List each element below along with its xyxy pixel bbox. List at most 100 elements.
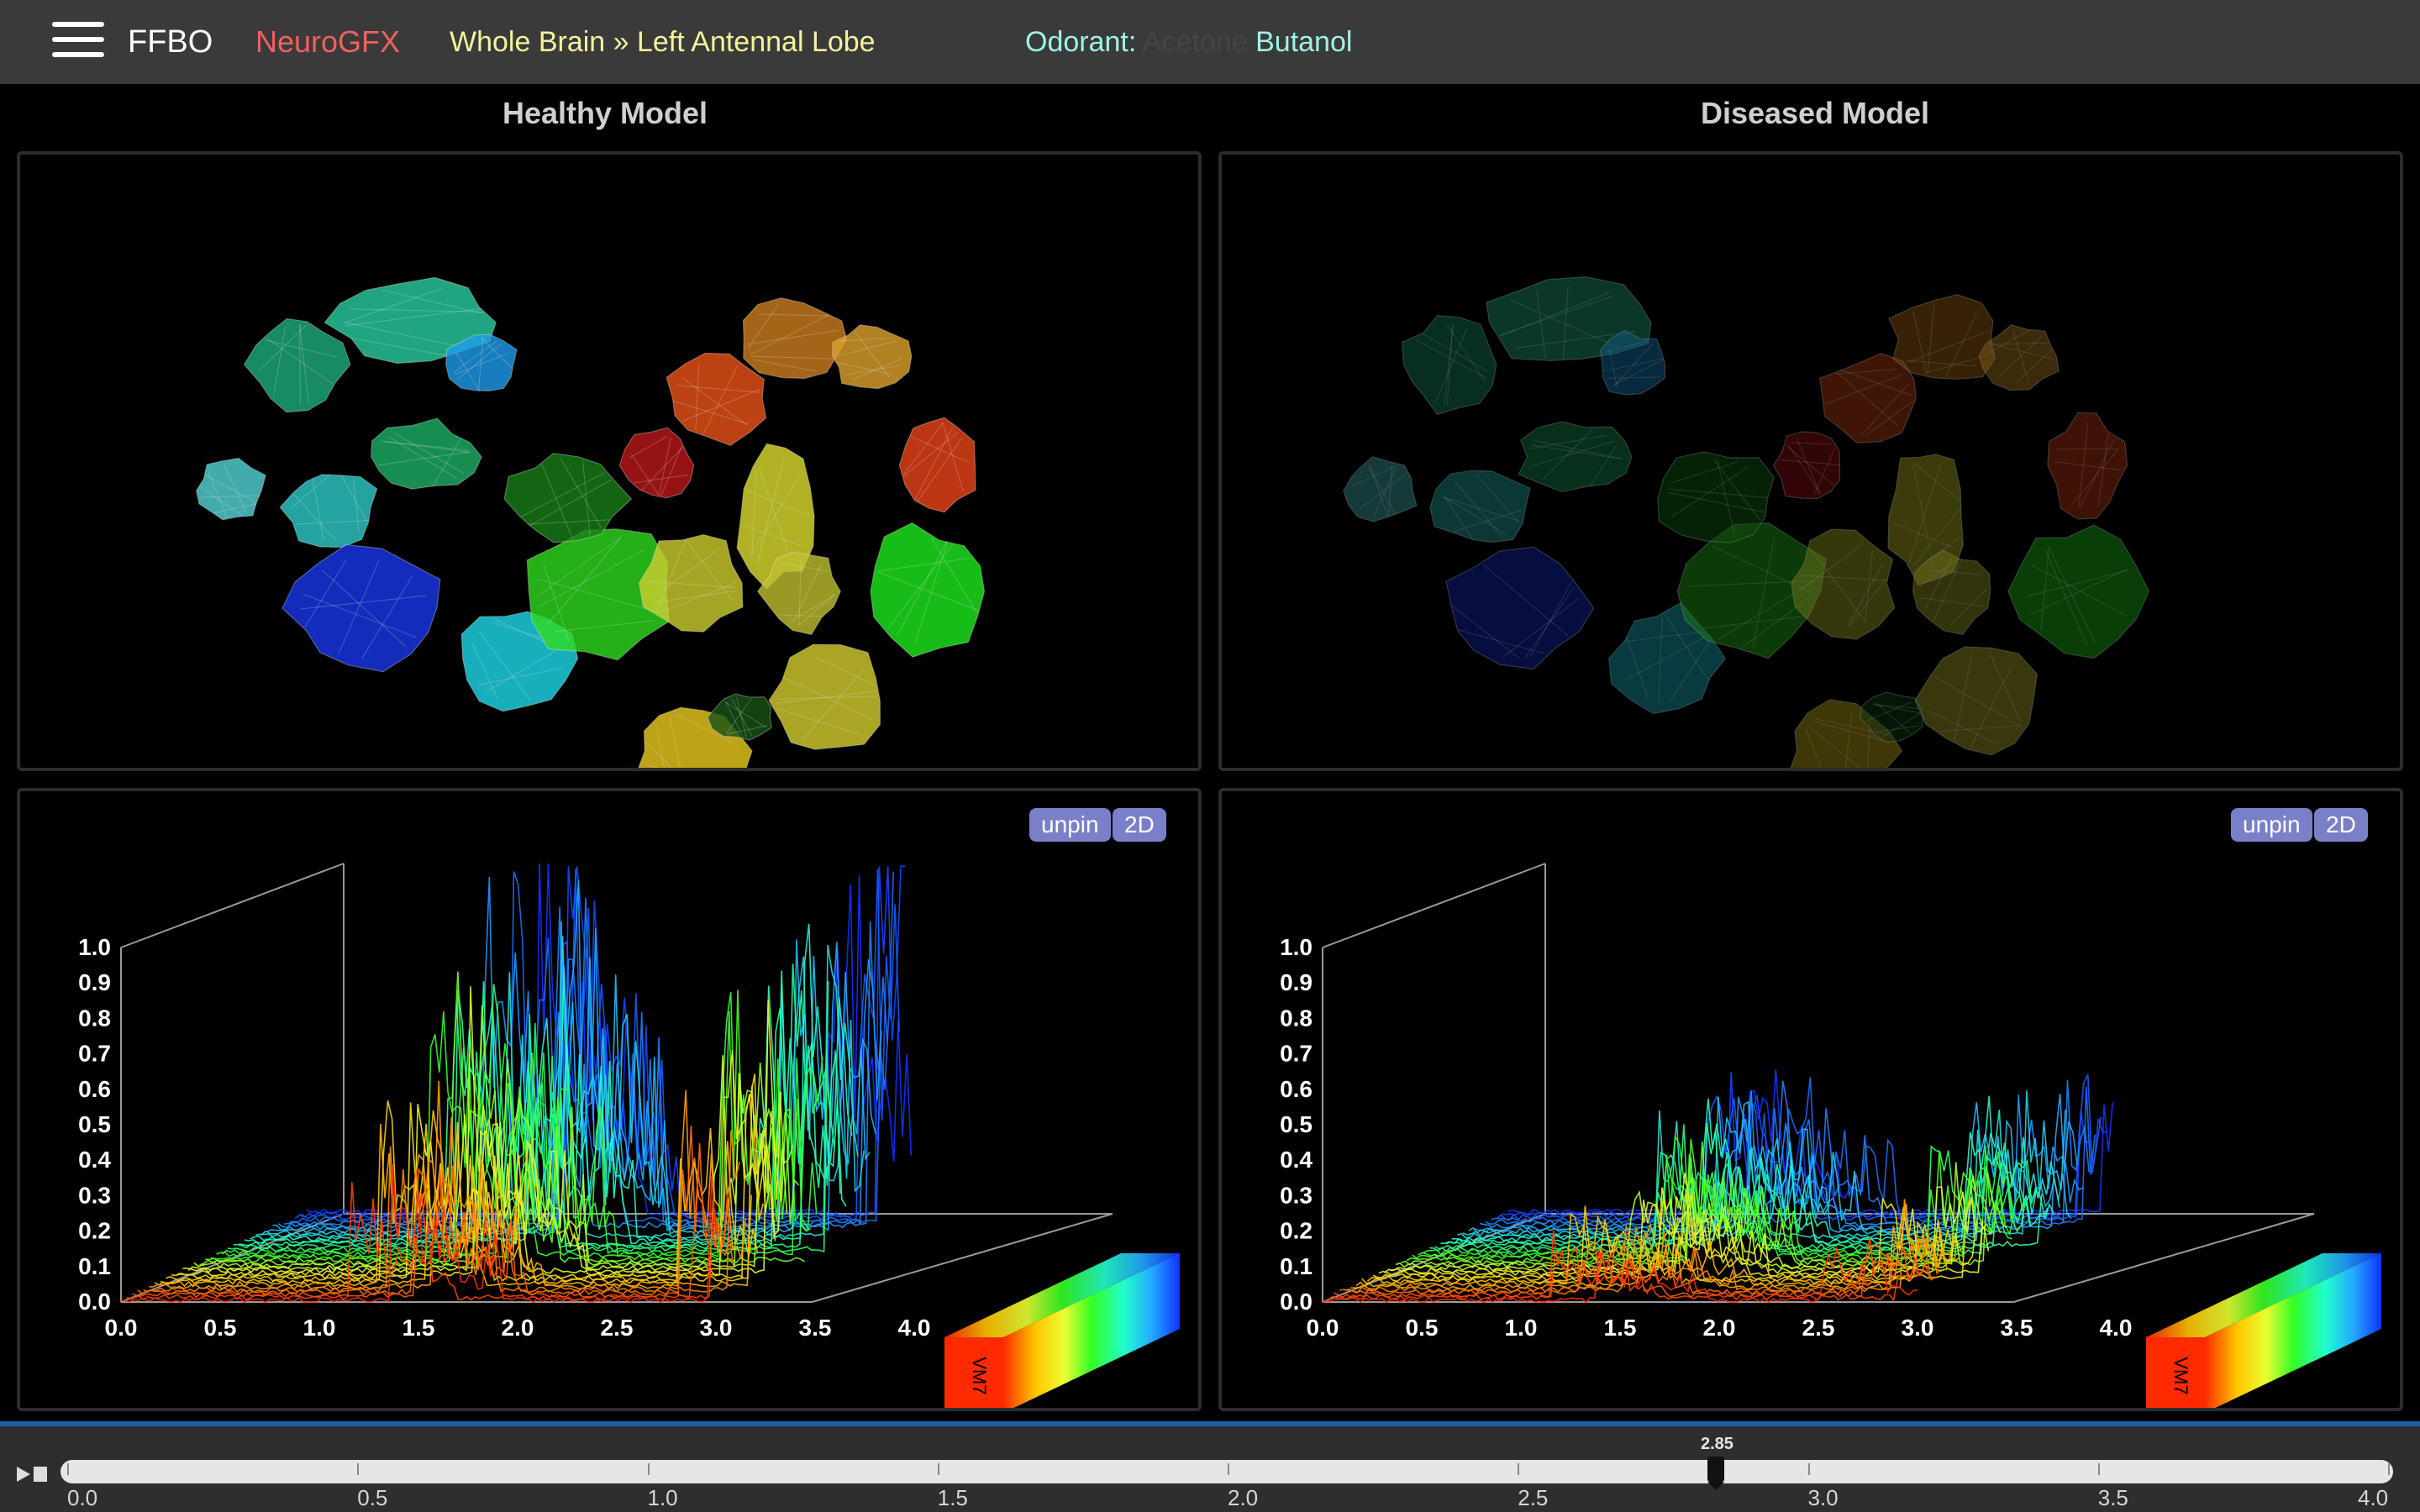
mesh-edge <box>1670 461 1738 484</box>
glomerulus-mesh <box>445 333 518 392</box>
mesh-edge <box>1515 331 1635 349</box>
x-tick-label: 3.0 <box>700 1315 733 1341</box>
timeline-tick <box>937 1463 939 1475</box>
mesh-edge <box>1800 575 1887 581</box>
mesh-edge <box>453 340 497 374</box>
antennal-lobe-3d-render[interactable] <box>1222 155 2403 771</box>
unpin-button[interactable]: unpin <box>1029 808 1111 842</box>
2d-view-button[interactable]: 2D <box>1113 808 1166 842</box>
mesh-edge <box>1716 458 1736 538</box>
mesh-edge <box>1502 598 1579 659</box>
mesh-edge <box>1668 488 1769 498</box>
x-tick-label: 3.0 <box>1902 1315 1934 1341</box>
diseased-response-plot[interactable]: 0.0 0.1 0.2 0.3 0.4 0.5 0.6 0.7 0.8 0.9 1.0 0.0 0.5 1… <box>1218 788 2403 1411</box>
antennal-lobe-3d-render[interactable] <box>20 155 1202 771</box>
mesh-edge <box>629 436 668 459</box>
mesh-edge <box>1950 589 1987 626</box>
mesh-edge <box>1867 701 1912 722</box>
mesh-edge <box>205 475 258 504</box>
mesh-edge <box>1933 559 1963 620</box>
mesh-edge <box>1847 563 1884 627</box>
glomerulus-mesh <box>768 643 881 750</box>
healthy-3d-view[interactable] <box>17 151 1202 771</box>
colorbar-front <box>2146 1337 2205 1408</box>
axis-edge <box>1322 863 1546 948</box>
mesh-edge <box>1607 376 1660 379</box>
x-tick-label: 1.0 <box>303 1315 336 1341</box>
x-tick-label: 0.0 <box>1307 1315 1339 1341</box>
mesh-edge <box>1613 359 1664 386</box>
mesh-edge <box>1614 343 1654 386</box>
diseased-3d-view[interactable] <box>1218 151 2403 771</box>
hamburger-menu-icon[interactable] <box>49 20 108 62</box>
y-tick-label: 0.4 <box>1280 1147 1313 1173</box>
mesh-edge <box>1970 665 2012 748</box>
mesh-edge <box>456 343 502 381</box>
mesh-edge <box>1926 570 1982 575</box>
y-tick-label: 0.1 <box>78 1253 111 1279</box>
mesh-edge <box>681 376 748 426</box>
neuron-response-trace <box>132 1173 729 1299</box>
mesh-edge <box>1907 330 1991 363</box>
mesh-edge <box>477 337 484 391</box>
mesh-edge <box>750 314 829 355</box>
mesh-edge <box>361 575 413 659</box>
mesh-edge <box>455 351 481 392</box>
mesh-edge <box>776 696 877 700</box>
neuron-response-trace <box>143 1130 740 1293</box>
app-name[interactable]: NeuroGFX <box>255 24 401 59</box>
neuron-response-trace <box>1334 1236 1930 1299</box>
play-icon[interactable] <box>17 1467 30 1482</box>
mesh-edge <box>2071 449 2119 505</box>
timeline-slider-handle-tip <box>1707 1482 1724 1490</box>
timeline-tick-label: 0.5 <box>357 1485 388 1510</box>
y-tick-label: 0.5 <box>78 1111 111 1137</box>
y-tick-label: 1.0 <box>78 934 111 960</box>
timeline-track[interactable] <box>60 1460 2393 1483</box>
mesh-edge <box>1543 428 1593 480</box>
mesh-edge <box>1873 704 1921 714</box>
colorbar-top <box>944 1253 1180 1337</box>
mesh-edge <box>674 401 750 425</box>
healthy-response-plot[interactable]: 0.0 0.1 0.2 0.3 0.4 0.5 0.6 0.7 0.8 0.9 1.0 0.0 0.5 1… <box>17 788 1202 1411</box>
neuron-response-trace <box>171 1085 771 1280</box>
mesh-edge <box>655 724 665 768</box>
stop-icon[interactable] <box>34 1467 47 1482</box>
glomerulus-mesh <box>1859 691 1924 743</box>
mesh-edge <box>1786 445 1834 486</box>
odorant-option-butanol[interactable]: Butanol <box>1255 26 1353 58</box>
breadcrumb[interactable]: Whole Brain » Left Antennal Lobe <box>450 26 876 58</box>
mesh-edge <box>751 470 757 555</box>
y-tick-label: 0.8 <box>1280 1005 1313 1031</box>
mesh-edge <box>658 437 671 496</box>
diseased-model-title: Diseased Model <box>1700 96 1930 130</box>
glomerulus-mesh <box>1790 699 1903 768</box>
odorant-option-acetone[interactable]: Acetone <box>1142 26 1248 58</box>
mesh-edge <box>854 331 890 378</box>
mesh-edge <box>887 543 954 628</box>
mesh-edge <box>2012 329 2029 383</box>
mesh-edge <box>200 486 243 516</box>
glomerulus-mesh <box>1914 646 2038 756</box>
mesh-edge <box>662 769 734 771</box>
mesh-edge <box>1367 466 1397 515</box>
timeline-tick-label: 2.5 <box>1518 1485 1549 1510</box>
mesh-edge <box>1861 383 1910 435</box>
mesh-edge <box>2025 570 2128 597</box>
2d-view-button[interactable]: 2D <box>2314 808 2368 842</box>
y-tick-label: 0.9 <box>1280 969 1313 995</box>
mesh-edge <box>1812 720 1890 743</box>
timeline-tick <box>1228 1463 1229 1475</box>
mesh-edge <box>2097 431 2109 507</box>
y-tick-label: 0.5 <box>1280 1111 1313 1137</box>
neuron-response-trace <box>1350 1199 1948 1290</box>
brand-name[interactable]: FFBO <box>128 24 213 60</box>
mesh-edge <box>304 559 347 627</box>
unpin-button[interactable]: unpin <box>2231 808 2312 842</box>
mesh-edge <box>1915 538 1960 570</box>
y-tick-label: 0.6 <box>78 1076 111 1102</box>
mesh-edge <box>630 453 660 496</box>
timeline-slider-handle[interactable] <box>1707 1457 1724 1482</box>
x-tick-label: 2.0 <box>502 1315 534 1341</box>
mesh-edge <box>394 433 464 474</box>
